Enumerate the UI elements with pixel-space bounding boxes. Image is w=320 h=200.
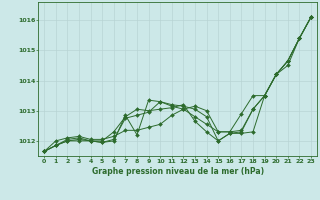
X-axis label: Graphe pression niveau de la mer (hPa): Graphe pression niveau de la mer (hPa)	[92, 167, 264, 176]
